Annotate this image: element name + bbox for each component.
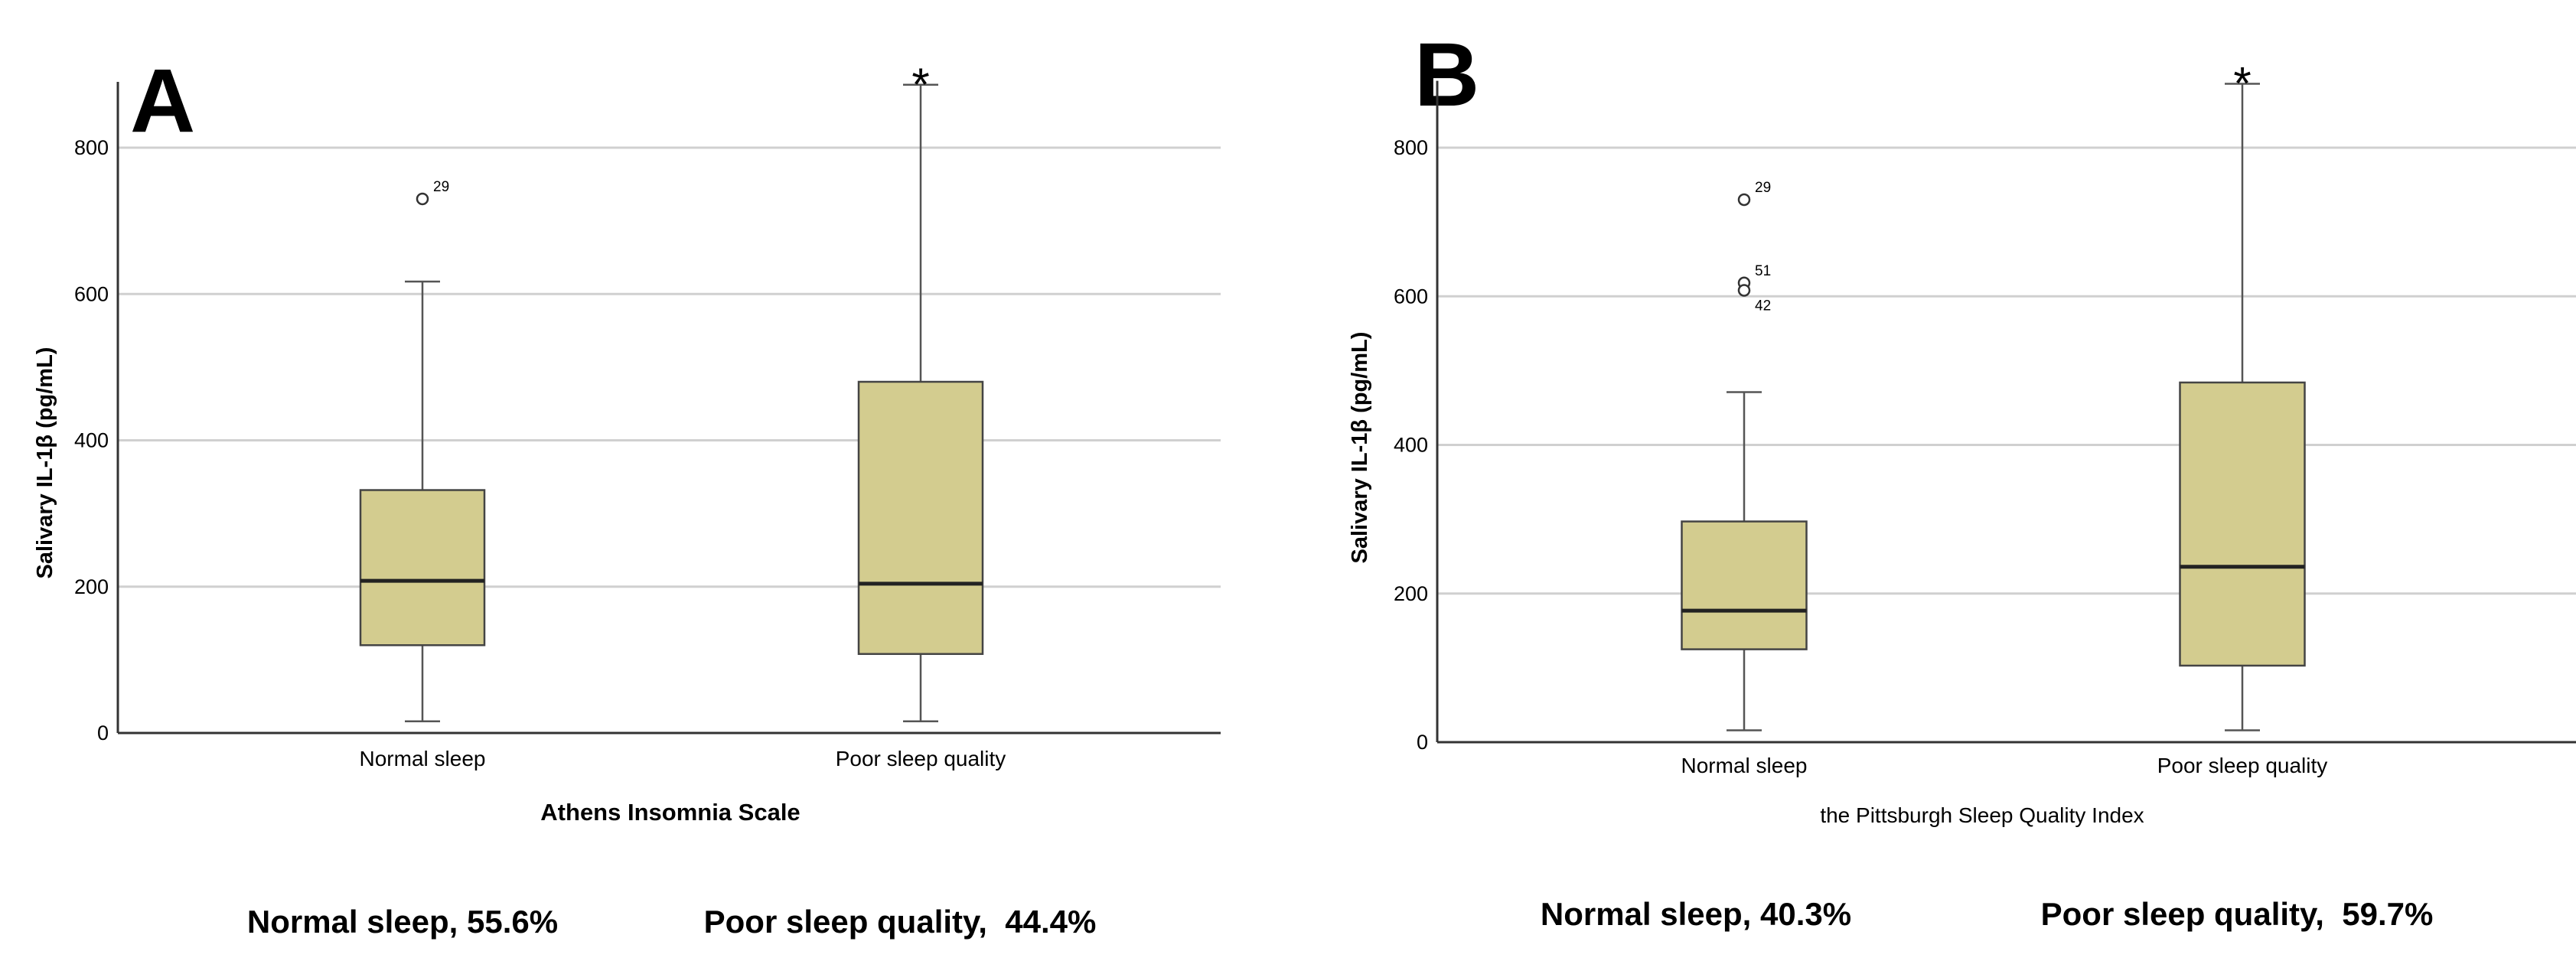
panel-b-y-tick-label: 400 xyxy=(1394,434,1428,457)
panel-b: B Salivary IL-1β (pg/mL) the Pittsburgh … xyxy=(1348,24,2576,932)
panel-a-box-2 xyxy=(857,380,984,655)
panel-b-y-tick-label: 800 xyxy=(1394,136,1428,159)
panel-b-y-tick-label: 200 xyxy=(1394,582,1428,605)
panel-a-significance-marker: * xyxy=(911,59,929,110)
panel-b-y-tick-label: 600 xyxy=(1394,285,1428,308)
panel-a-box-1 xyxy=(359,489,486,647)
panel-a-summary-poor: Poor sleep quality, 44.4% xyxy=(704,904,1097,940)
panel-b-outlier-label: 51 xyxy=(1755,263,1771,279)
panel-b-summary-normal: Normal sleep, 40.3% xyxy=(1541,896,1851,932)
panel-a-category-label: Poor sleep quality xyxy=(836,747,1006,770)
panel-b-category-label: Normal sleep xyxy=(1681,754,1808,777)
panel-b-y-tick-label: 0 xyxy=(1417,731,1428,754)
panel-b-outlier-label: 29 xyxy=(1755,180,1771,196)
panel-a-y-tick-label: 400 xyxy=(74,429,109,452)
panel-b-y-axis-title: Salivary IL-1β (pg/mL) xyxy=(1348,332,1372,564)
panel-b-category-label: Poor sleep quality xyxy=(2157,754,2328,777)
panel-a-outlier-label: 29 xyxy=(433,179,449,195)
panel-b-outlier-label: 42 xyxy=(1755,298,1771,314)
panel-a-outlier-point xyxy=(416,192,429,206)
panel-a-summary-normal: Normal sleep, 55.6% xyxy=(247,904,558,940)
panel-b-box-2 xyxy=(2179,381,2306,667)
panel-a-y-tick-label: 200 xyxy=(74,575,109,598)
panel-a-y-tick-label: 0 xyxy=(97,722,109,744)
panel-b-x-axis-title: the Pittsburgh Sleep Quality Index xyxy=(1820,803,2144,827)
panel-a-category-label: Normal sleep xyxy=(360,747,486,770)
panel-a-y-tick-label: 800 xyxy=(74,136,109,159)
panel-b-outlier-point xyxy=(1737,193,1751,207)
panel-a-letter: A xyxy=(130,50,195,151)
panel-b-box-1 xyxy=(1681,520,1808,650)
panel-b-significance-marker: * xyxy=(2233,57,2251,109)
panel-a: A Salivary IL-1β (pg/mL) Athens Insomnia… xyxy=(33,50,1221,940)
panel-a-x-axis-title: Athens Insomnia Scale xyxy=(540,799,800,826)
panel-b-summary-poor: Poor sleep quality, 59.7% xyxy=(2041,896,2434,932)
panel-b-outlier-point xyxy=(1737,284,1751,297)
panel-a-y-tick-label: 600 xyxy=(74,282,109,305)
panel-a-y-axis-title: Salivary IL-1β (pg/mL) xyxy=(33,347,57,579)
panel-b-letter: B xyxy=(1414,24,1479,125)
